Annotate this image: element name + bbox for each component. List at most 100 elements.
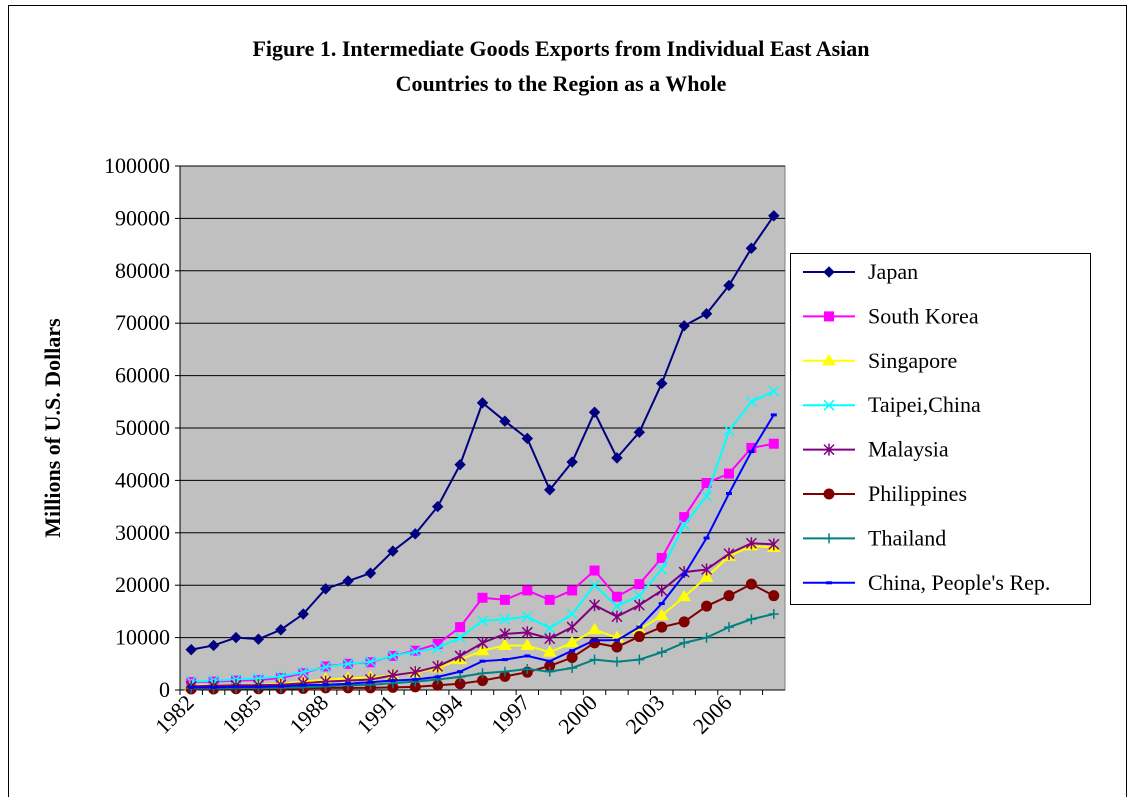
marker: [566, 456, 578, 468]
marker: [745, 396, 757, 408]
marker: [544, 484, 556, 496]
marker: [521, 611, 533, 623]
marker: [275, 682, 286, 693]
y-tick-label: 10000: [115, 625, 170, 650]
marker: [542, 645, 557, 657]
marker: [364, 567, 377, 579]
marker: [656, 377, 668, 390]
marker: [409, 528, 421, 540]
marker: [230, 631, 242, 644]
marker: [633, 590, 645, 602]
marker: [634, 654, 645, 665]
marker: [320, 681, 331, 692]
marker: [499, 613, 511, 625]
marker: [768, 538, 780, 551]
legend-label: Singapore: [868, 348, 957, 373]
marker: [544, 632, 556, 645]
marker: [678, 519, 690, 531]
marker: [656, 563, 668, 576]
marker: [634, 579, 645, 590]
marker: [701, 490, 713, 502]
marker: [566, 608, 578, 620]
marker: [522, 585, 533, 596]
marker: [454, 649, 466, 662]
marker: [589, 599, 601, 612]
marker: [589, 579, 601, 591]
marker: [768, 385, 780, 397]
marker: [611, 591, 622, 602]
marker: [454, 458, 466, 471]
legend-label: Philippines: [868, 481, 967, 506]
marker: [343, 680, 354, 691]
marker: [699, 570, 714, 582]
marker: [455, 671, 466, 682]
marker: [185, 643, 197, 656]
marker: [768, 590, 780, 602]
marker: [521, 626, 533, 639]
marker: [432, 660, 444, 673]
marker: [475, 643, 490, 656]
legend-label: Japan: [868, 259, 918, 284]
marker: [678, 616, 690, 628]
marker: [654, 608, 669, 621]
y-tick-label: 100000: [104, 153, 170, 178]
marker: [823, 266, 835, 278]
marker: [587, 622, 602, 635]
marker: [409, 666, 421, 679]
marker: [611, 641, 623, 653]
marker: [768, 210, 780, 222]
y-tick-label: 90000: [115, 205, 170, 230]
marker: [520, 638, 535, 650]
marker: [823, 488, 835, 500]
y-axis-label: Millions of U.S. Dollars: [40, 318, 65, 538]
series: [186, 609, 779, 694]
marker: [588, 406, 601, 418]
y-tick-label: 60000: [115, 363, 170, 388]
marker: [521, 432, 534, 445]
marker: [498, 638, 512, 650]
marker: [822, 353, 836, 366]
marker: [656, 647, 667, 658]
marker: [679, 637, 690, 648]
marker: [589, 565, 600, 576]
marker: [387, 545, 399, 557]
marker: [823, 443, 835, 456]
series: [188, 413, 777, 689]
marker: [431, 500, 444, 513]
y-tick-label: 40000: [115, 467, 170, 492]
marker: [320, 661, 332, 673]
marker: [723, 547, 735, 560]
marker: [567, 585, 578, 596]
marker: [297, 608, 309, 620]
marker: [611, 452, 623, 464]
marker: [723, 622, 734, 633]
marker: [723, 279, 735, 292]
marker: [633, 426, 646, 438]
series: [185, 210, 780, 656]
marker: [745, 242, 758, 254]
marker: [432, 642, 444, 654]
marker: [567, 662, 578, 673]
marker: [252, 633, 265, 645]
y-tick-label: 0: [159, 677, 170, 702]
marker: [746, 614, 757, 625]
marker: [745, 537, 757, 550]
marker: [565, 635, 580, 648]
marker: [522, 664, 533, 675]
legend-box: [790, 253, 1091, 605]
marker: [566, 621, 578, 634]
marker: [364, 656, 376, 668]
marker: [275, 624, 287, 636]
marker: [824, 311, 834, 322]
marker: [633, 631, 645, 643]
marker: [678, 320, 690, 332]
marker: [701, 563, 713, 576]
marker: [455, 622, 466, 633]
marker: [633, 599, 645, 612]
marker: [768, 609, 779, 620]
y-tick-label: 30000: [115, 520, 170, 545]
marker: [768, 438, 779, 449]
marker: [544, 666, 555, 677]
